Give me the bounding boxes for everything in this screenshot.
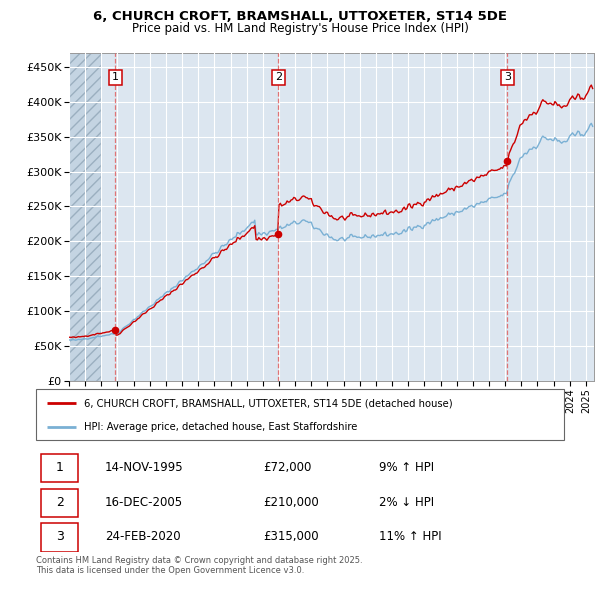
- Text: 11% ↑ HPI: 11% ↑ HPI: [379, 530, 442, 543]
- Text: 9% ↑ HPI: 9% ↑ HPI: [379, 461, 434, 474]
- Text: HPI: Average price, detached house, East Staffordshire: HPI: Average price, detached house, East…: [83, 422, 357, 432]
- FancyBboxPatch shape: [41, 454, 78, 483]
- Text: 6, CHURCH CROFT, BRAMSHALL, UTTOXETER, ST14 5DE: 6, CHURCH CROFT, BRAMSHALL, UTTOXETER, S…: [93, 10, 507, 23]
- Text: £315,000: £315,000: [263, 530, 319, 543]
- Text: £72,000: £72,000: [263, 461, 311, 474]
- Text: 16-DEC-2005: 16-DEC-2005: [104, 496, 183, 509]
- Text: 2: 2: [275, 73, 282, 83]
- FancyBboxPatch shape: [41, 523, 78, 552]
- Text: £210,000: £210,000: [263, 496, 319, 509]
- Text: 3: 3: [56, 530, 64, 543]
- Text: Price paid vs. HM Land Registry's House Price Index (HPI): Price paid vs. HM Land Registry's House …: [131, 22, 469, 35]
- Text: 2% ↓ HPI: 2% ↓ HPI: [379, 496, 434, 509]
- Text: 24-FEB-2020: 24-FEB-2020: [104, 530, 180, 543]
- Text: 3: 3: [504, 73, 511, 83]
- Text: Contains HM Land Registry data © Crown copyright and database right 2025.
This d: Contains HM Land Registry data © Crown c…: [36, 556, 362, 575]
- Text: 6, CHURCH CROFT, BRAMSHALL, UTTOXETER, ST14 5DE (detached house): 6, CHURCH CROFT, BRAMSHALL, UTTOXETER, S…: [83, 398, 452, 408]
- Text: 1: 1: [56, 461, 64, 474]
- Text: 14-NOV-1995: 14-NOV-1995: [104, 461, 183, 474]
- Text: 1: 1: [112, 73, 119, 83]
- Text: 2: 2: [56, 496, 64, 509]
- FancyBboxPatch shape: [41, 489, 78, 517]
- FancyBboxPatch shape: [36, 389, 564, 440]
